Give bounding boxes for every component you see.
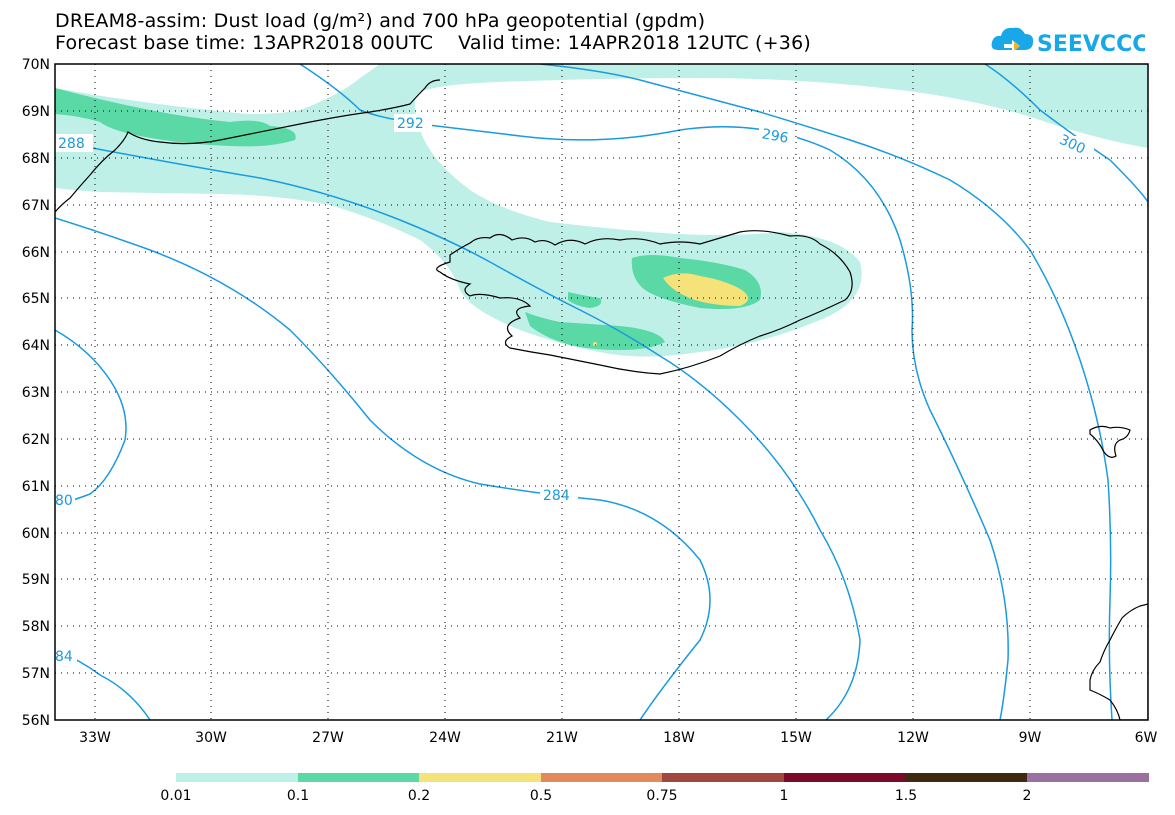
contour-labels: 288 292 296 300 284 80 84 bbox=[55, 114, 1094, 665]
colorbar-segment-1 bbox=[298, 773, 419, 782]
colorbar-segment-0 bbox=[176, 773, 298, 782]
colorbar-label-2: 2 bbox=[1023, 788, 1032, 804]
contour-label-292: 292 bbox=[397, 116, 424, 132]
dust-area-mid-west bbox=[55, 88, 296, 147]
dust-area-high bbox=[663, 273, 749, 306]
lon-label-9w: 9W bbox=[1019, 730, 1042, 746]
contour-label-284: 284 bbox=[543, 488, 570, 504]
lon-label-24w: 24W bbox=[429, 730, 461, 746]
greenland-coast bbox=[55, 79, 441, 213]
lon-label-27w: 27W bbox=[312, 730, 344, 746]
lon-label-18w: 18W bbox=[663, 730, 695, 746]
seevccc-logo: SEEVCCC bbox=[991, 27, 1145, 57]
faroe-islands bbox=[1089, 425, 1131, 458]
colorbar-label-0-75: 0.75 bbox=[646, 788, 677, 804]
svg-text:SEEVCCC: SEEVCCC bbox=[1037, 32, 1145, 57]
colorbar-segment-2 bbox=[419, 773, 541, 782]
colorbar-label-1: 1 bbox=[780, 788, 789, 804]
lat-label-68n: 68N bbox=[22, 151, 50, 167]
lon-label-21w: 21W bbox=[546, 730, 578, 746]
lat-label-63n: 63N bbox=[22, 385, 50, 401]
lat-label-60n: 60N bbox=[22, 526, 50, 542]
latitude-labels: 70N 69N 68N 67N 66N 65N 64N 63N 62N 61N … bbox=[22, 57, 50, 729]
coastlines bbox=[55, 79, 1148, 720]
colorbar-label-0-1: 0.1 bbox=[287, 788, 309, 804]
lat-label-64n: 64N bbox=[22, 338, 50, 354]
map-title: DREAM8-assim: Dust load (g/m²) and 700 h… bbox=[55, 10, 706, 32]
lat-label-58n: 58N bbox=[22, 619, 50, 635]
lon-label-33w: 33W bbox=[79, 730, 111, 746]
contour-label-296: 296 bbox=[761, 126, 790, 146]
colorbar-segment-6 bbox=[906, 773, 1027, 782]
contour-label-280: 80 bbox=[55, 493, 73, 509]
lon-label-30w: 30W bbox=[195, 730, 227, 746]
lat-label-66n: 66N bbox=[22, 245, 50, 261]
colorbar-segment-7 bbox=[1027, 773, 1149, 782]
lat-label-67n: 67N bbox=[22, 198, 50, 214]
lat-label-61n: 61N bbox=[22, 479, 50, 495]
lon-label-6w: 6W bbox=[1135, 730, 1158, 746]
map-subtitle: Forecast base time: 13APR2018 00UTC Vali… bbox=[55, 32, 811, 54]
colorbar-label-1-5: 1.5 bbox=[895, 788, 917, 804]
lat-label-62n: 62N bbox=[22, 432, 50, 448]
colorbar-label-0-2: 0.2 bbox=[408, 788, 430, 804]
lat-label-57n: 57N bbox=[22, 666, 50, 682]
lon-label-15w: 15W bbox=[780, 730, 812, 746]
dust-area-mid-small bbox=[568, 292, 602, 308]
contour-label-288: 288 bbox=[58, 136, 85, 152]
colorbar-segment-3 bbox=[541, 773, 662, 782]
gridlines bbox=[55, 64, 1148, 720]
colorbar-segment-4 bbox=[662, 773, 784, 782]
colorbar: 0.01 0.1 0.2 0.5 0.75 1 1.5 2 bbox=[160, 773, 1149, 804]
iceland-coast bbox=[436, 230, 853, 375]
scotland-coast bbox=[1089, 603, 1148, 720]
longitude-labels: 33W 30W 27W 24W 21W 18W 15W 12W 9W 6W bbox=[79, 730, 1157, 746]
lat-label-59n: 59N bbox=[22, 572, 50, 588]
lat-label-65n: 65N bbox=[22, 291, 50, 307]
dust-area-mid-south bbox=[525, 312, 665, 350]
dust-area-low-north bbox=[55, 64, 1148, 357]
lat-label-56n: 56N bbox=[22, 713, 50, 729]
colorbar-segment-5 bbox=[784, 773, 906, 782]
lon-label-12w: 12W bbox=[897, 730, 929, 746]
colorbar-label-0-5: 0.5 bbox=[530, 788, 552, 804]
lat-label-70n: 70N bbox=[22, 57, 50, 73]
contour-label-284-sw: 84 bbox=[55, 649, 73, 665]
lat-label-69n: 69N bbox=[22, 104, 50, 120]
colorbar-label-0-01: 0.01 bbox=[160, 788, 191, 804]
map-frame bbox=[54, 63, 1149, 721]
